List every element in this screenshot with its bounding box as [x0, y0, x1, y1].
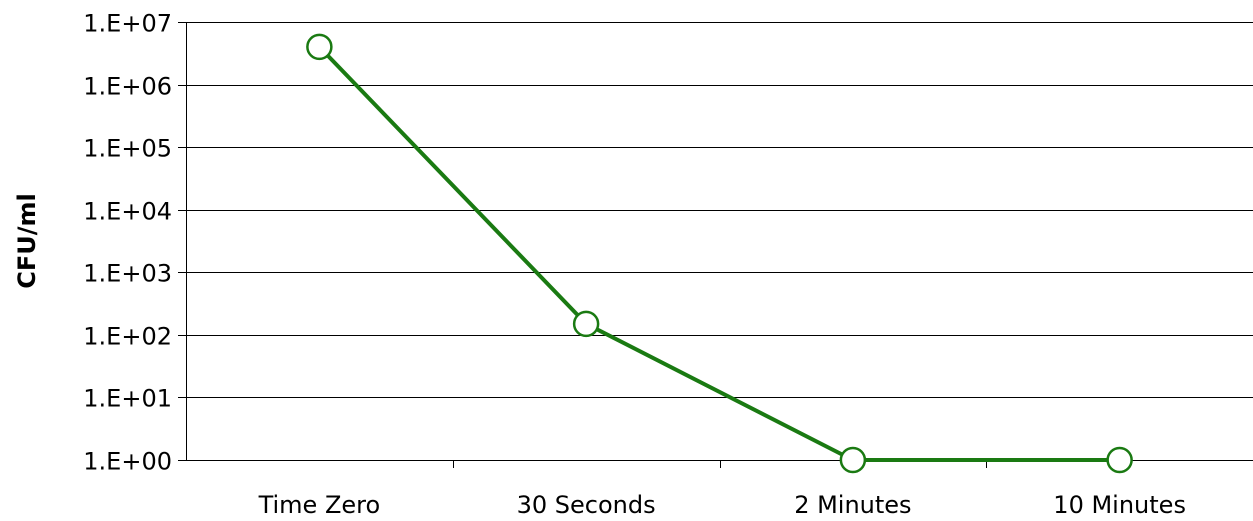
y-tick-label: 1.E+06	[83, 73, 172, 101]
y-tick-label: 1.E+03	[83, 260, 172, 288]
y-tick-label: 1.E+05	[83, 135, 172, 163]
x-tick-label: 2 Minutes	[794, 491, 911, 519]
x-tick-label: 30 Seconds	[517, 491, 656, 519]
series-line	[317, 45, 1120, 462]
y-axis: 1.E+00 1.E+01 1.E+02 1.E+03 1.E+04 1.E+05 1.E+…	[83, 10, 187, 476]
y-tick-label: 1.E+01	[83, 385, 172, 413]
x-tick-label: 10 Minutes	[1053, 491, 1186, 519]
gridlines	[186, 22, 1253, 398]
data-point-marker	[1106, 446, 1133, 474]
x-axis: Time Zero 30 Seconds 2 Minutes 10 Minutes	[186, 460, 1253, 519]
y-tick-label: 1.E+07	[83, 10, 172, 38]
data-point-marker	[572, 310, 600, 338]
series-group	[306, 33, 1133, 474]
data-point-marker	[839, 446, 867, 474]
y-tick-label: 1.E+00	[83, 448, 172, 476]
y-tick-label: 1.E+02	[83, 323, 172, 351]
y-tick-label: 1.E+04	[83, 198, 172, 226]
data-point-marker	[306, 33, 333, 61]
x-tick-label: Time Zero	[258, 491, 381, 519]
y-axis-title: CFU/ml	[13, 193, 41, 289]
